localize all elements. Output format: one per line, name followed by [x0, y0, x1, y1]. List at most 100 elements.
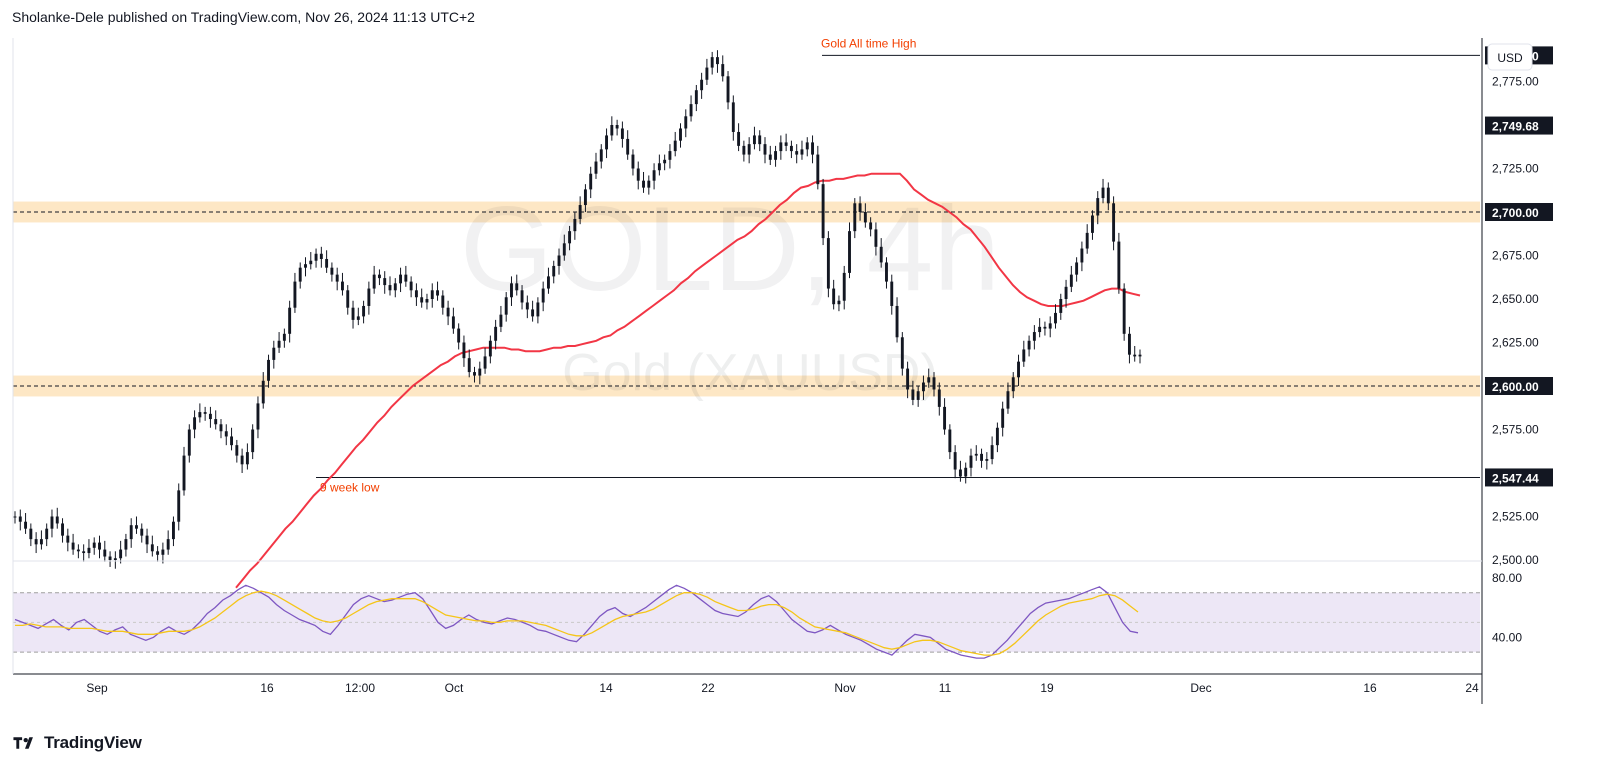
candle-body	[499, 314, 503, 327]
candle-body	[288, 307, 292, 334]
candle-body	[726, 76, 730, 103]
candle-body	[1027, 340, 1031, 350]
candle-body	[436, 290, 439, 296]
candle-body	[578, 205, 582, 219]
candle-body	[362, 305, 366, 317]
candle-body	[161, 549, 165, 555]
candle-body	[721, 64, 725, 77]
candle-body	[1011, 377, 1015, 392]
price-tag-label: 2,547.44	[1492, 471, 1539, 485]
currency-button[interactable]: USD	[1487, 43, 1533, 71]
candle-body	[1080, 248, 1084, 263]
candle-body	[193, 417, 197, 430]
candle-body	[974, 453, 978, 456]
candle-body	[24, 521, 28, 529]
candle-body	[219, 424, 223, 432]
candle-body	[1127, 333, 1131, 355]
candle-body	[446, 307, 450, 317]
candle-body	[985, 459, 989, 461]
candle-body	[747, 144, 751, 155]
candle-body	[937, 389, 941, 407]
candle-body	[478, 368, 482, 376]
price-tag-box	[1485, 377, 1553, 395]
candle-body	[451, 316, 455, 329]
candle-body	[774, 151, 778, 160]
candle-body	[705, 67, 709, 80]
candle-body	[103, 549, 107, 557]
price-tag-label: 2,749.68	[1492, 120, 1539, 134]
y-tick-label: 2,675.00	[1492, 249, 1539, 263]
candle-body	[657, 163, 661, 171]
currency-label[interactable]: USD	[1497, 51, 1523, 65]
moving-average	[235, 172, 1141, 589]
horizontal-lines: Gold All time High 9 week low	[316, 36, 1480, 494]
candle-body	[800, 149, 804, 155]
currency-button-frame[interactable]	[1487, 43, 1533, 71]
brand-name: TradingView	[44, 733, 142, 752]
candle-body	[663, 159, 667, 164]
candle-body	[594, 161, 598, 174]
price-tags: 2,790.002,749.682,700.002,600.002,547.44	[1485, 46, 1553, 487]
x-tick-label: Nov	[834, 681, 855, 695]
all-time-high-label: Gold All time High	[821, 36, 916, 50]
candle-body	[1091, 215, 1094, 233]
candle-body	[615, 125, 619, 129]
x-tick-label: 12:00	[345, 681, 375, 695]
candle-body	[45, 528, 49, 540]
candle-body	[562, 243, 566, 256]
candle-body	[124, 539, 128, 550]
candle-body	[969, 455, 973, 468]
candle-body	[573, 218, 577, 232]
candle-body	[700, 79, 704, 91]
candle-body	[758, 135, 762, 145]
candle-body	[885, 262, 888, 282]
candle-body	[668, 151, 672, 160]
candle-body	[1043, 326, 1047, 329]
candle-body	[879, 246, 883, 263]
candle-body	[921, 382, 925, 392]
candle-body	[29, 528, 33, 540]
candle-body	[245, 452, 249, 465]
candle-body	[953, 452, 957, 470]
candle-body	[1054, 312, 1057, 324]
candle-body	[763, 144, 767, 155]
plot-area[interactable]	[13, 38, 1480, 560]
candle-body	[995, 427, 999, 446]
candle-body	[108, 556, 112, 560]
x-tick-label: Dec	[1190, 681, 1211, 695]
candle-body	[620, 128, 624, 139]
candle-body	[330, 267, 334, 275]
candle-body	[895, 305, 899, 338]
y-axis-ticks: 2,775.002,750.002,725.002,675.002,650.00…	[1492, 75, 1539, 568]
candle-body	[18, 516, 22, 522]
x-tick-label: Oct	[445, 681, 464, 695]
candle-body	[240, 455, 244, 465]
candle-body	[504, 297, 508, 315]
rsi-tick-label: 40.00	[1492, 630, 1522, 644]
candle-body	[1133, 354, 1137, 357]
candle-body	[319, 253, 323, 259]
x-tick-label: 16	[260, 681, 274, 695]
candle-body	[990, 445, 994, 460]
candle-body	[605, 135, 609, 150]
candle-body	[673, 140, 677, 152]
candle-body	[224, 431, 228, 437]
rsi-indicator: 80.00 40.00	[13, 571, 1522, 659]
candle-body	[948, 429, 952, 453]
candle-body	[821, 184, 825, 239]
candle-body	[156, 551, 160, 555]
watermark-name: Gold (XAUUSD)	[562, 344, 938, 402]
candle-body	[82, 551, 86, 554]
candle-body	[66, 535, 70, 543]
candle-body	[826, 238, 830, 289]
candle-body	[832, 288, 836, 305]
candle-body	[383, 278, 387, 286]
candle-body	[869, 222, 873, 230]
candle-body	[520, 290, 524, 303]
candle-body	[610, 125, 614, 136]
candle-body	[1022, 349, 1026, 362]
candle-body	[483, 356, 487, 369]
candle-body	[642, 180, 645, 188]
candle-body	[1085, 232, 1089, 249]
